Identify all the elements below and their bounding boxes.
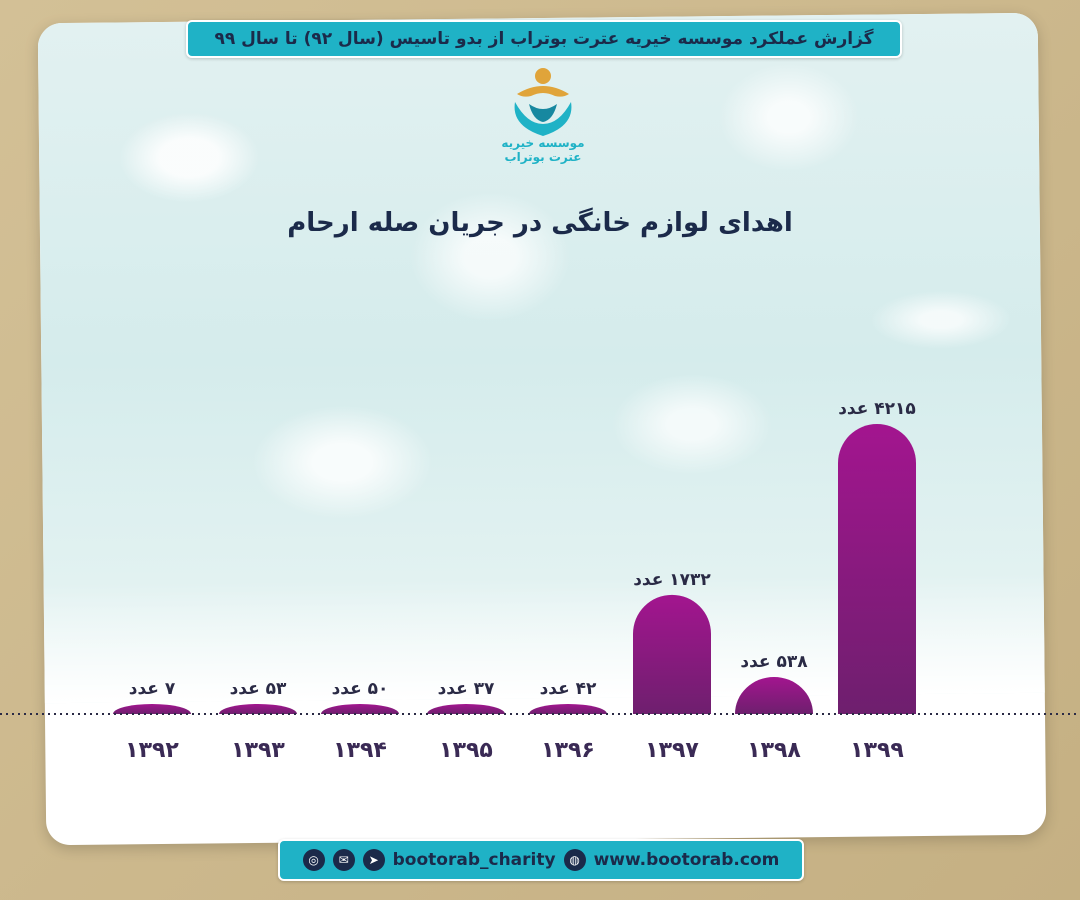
x-tick-label: ۱۳۹۹ xyxy=(850,738,904,763)
telegram-icon[interactable]: ➤ xyxy=(362,849,385,871)
bar-5 xyxy=(633,594,711,714)
x-tick-label: ۱۳۹۵ xyxy=(439,738,493,763)
x-tick-label: ۱۳۹۴ xyxy=(333,738,387,763)
charity-logo-icon xyxy=(514,68,572,136)
x-tick-label: ۱۳۹۸ xyxy=(747,738,801,763)
chart-title: اهدای لوازم خانگی در جریان صله ارحام xyxy=(287,208,793,238)
bar-value-label: ۵۳۸ عدد xyxy=(740,652,808,672)
x-tick-label: ۱۳۹۲ xyxy=(125,738,179,763)
social-handle[interactable]: bootorab_charity xyxy=(392,850,556,870)
bar-value-label: ۴۲ عدد xyxy=(540,679,597,699)
globe-icon: ◍ xyxy=(563,849,586,871)
footer-bar: ◎ ✉ ➤ bootorab_charity ◍ www.bootorab.co… xyxy=(278,839,804,881)
bar-chart: ۷ عدد ۵۳ عدد ۵۰ عدد ۳۷ عدد ۴۲ عدد ۱۷۳۲ عدد ۵۳۸… xyxy=(0,399,1080,763)
eitaa-icon[interactable]: ✉ xyxy=(332,849,355,871)
x-tick-label: ۱۳۹۶ xyxy=(541,738,595,763)
bar-value-label: ۴۲۱۵ عدد xyxy=(838,399,916,419)
bar-7 xyxy=(838,424,916,714)
bar-value-label: ۷ عدد xyxy=(129,679,176,699)
bar-4 xyxy=(529,704,607,714)
bar-value-label: ۳۷ عدد xyxy=(438,679,495,699)
logo-text: موسسه خیریه عترت بوتراب xyxy=(501,136,585,164)
x-tick-label: ۱۳۹۷ xyxy=(645,738,699,763)
x-tick-label: ۱۳۹۳ xyxy=(231,738,285,763)
header-banner: گزارش عملکرد موسسه خیریه عترت بوتراب از … xyxy=(186,20,902,58)
bar-3 xyxy=(427,704,505,714)
bar-1 xyxy=(219,704,297,714)
bar-value-label: ۵۳ عدد xyxy=(230,679,287,699)
header-title: گزارش عملکرد موسسه خیریه عترت بوتراب از … xyxy=(214,29,874,49)
instagram-icon[interactable]: ◎ xyxy=(302,849,325,871)
bar-0 xyxy=(113,704,191,714)
bar-value-label: ۱۷۳۲ عدد xyxy=(633,570,711,590)
website-link[interactable]: www.bootorab.com xyxy=(593,850,780,870)
bar-2 xyxy=(321,704,399,714)
bar-6 xyxy=(735,676,813,714)
bar-value-label: ۵۰ عدد xyxy=(332,679,389,699)
